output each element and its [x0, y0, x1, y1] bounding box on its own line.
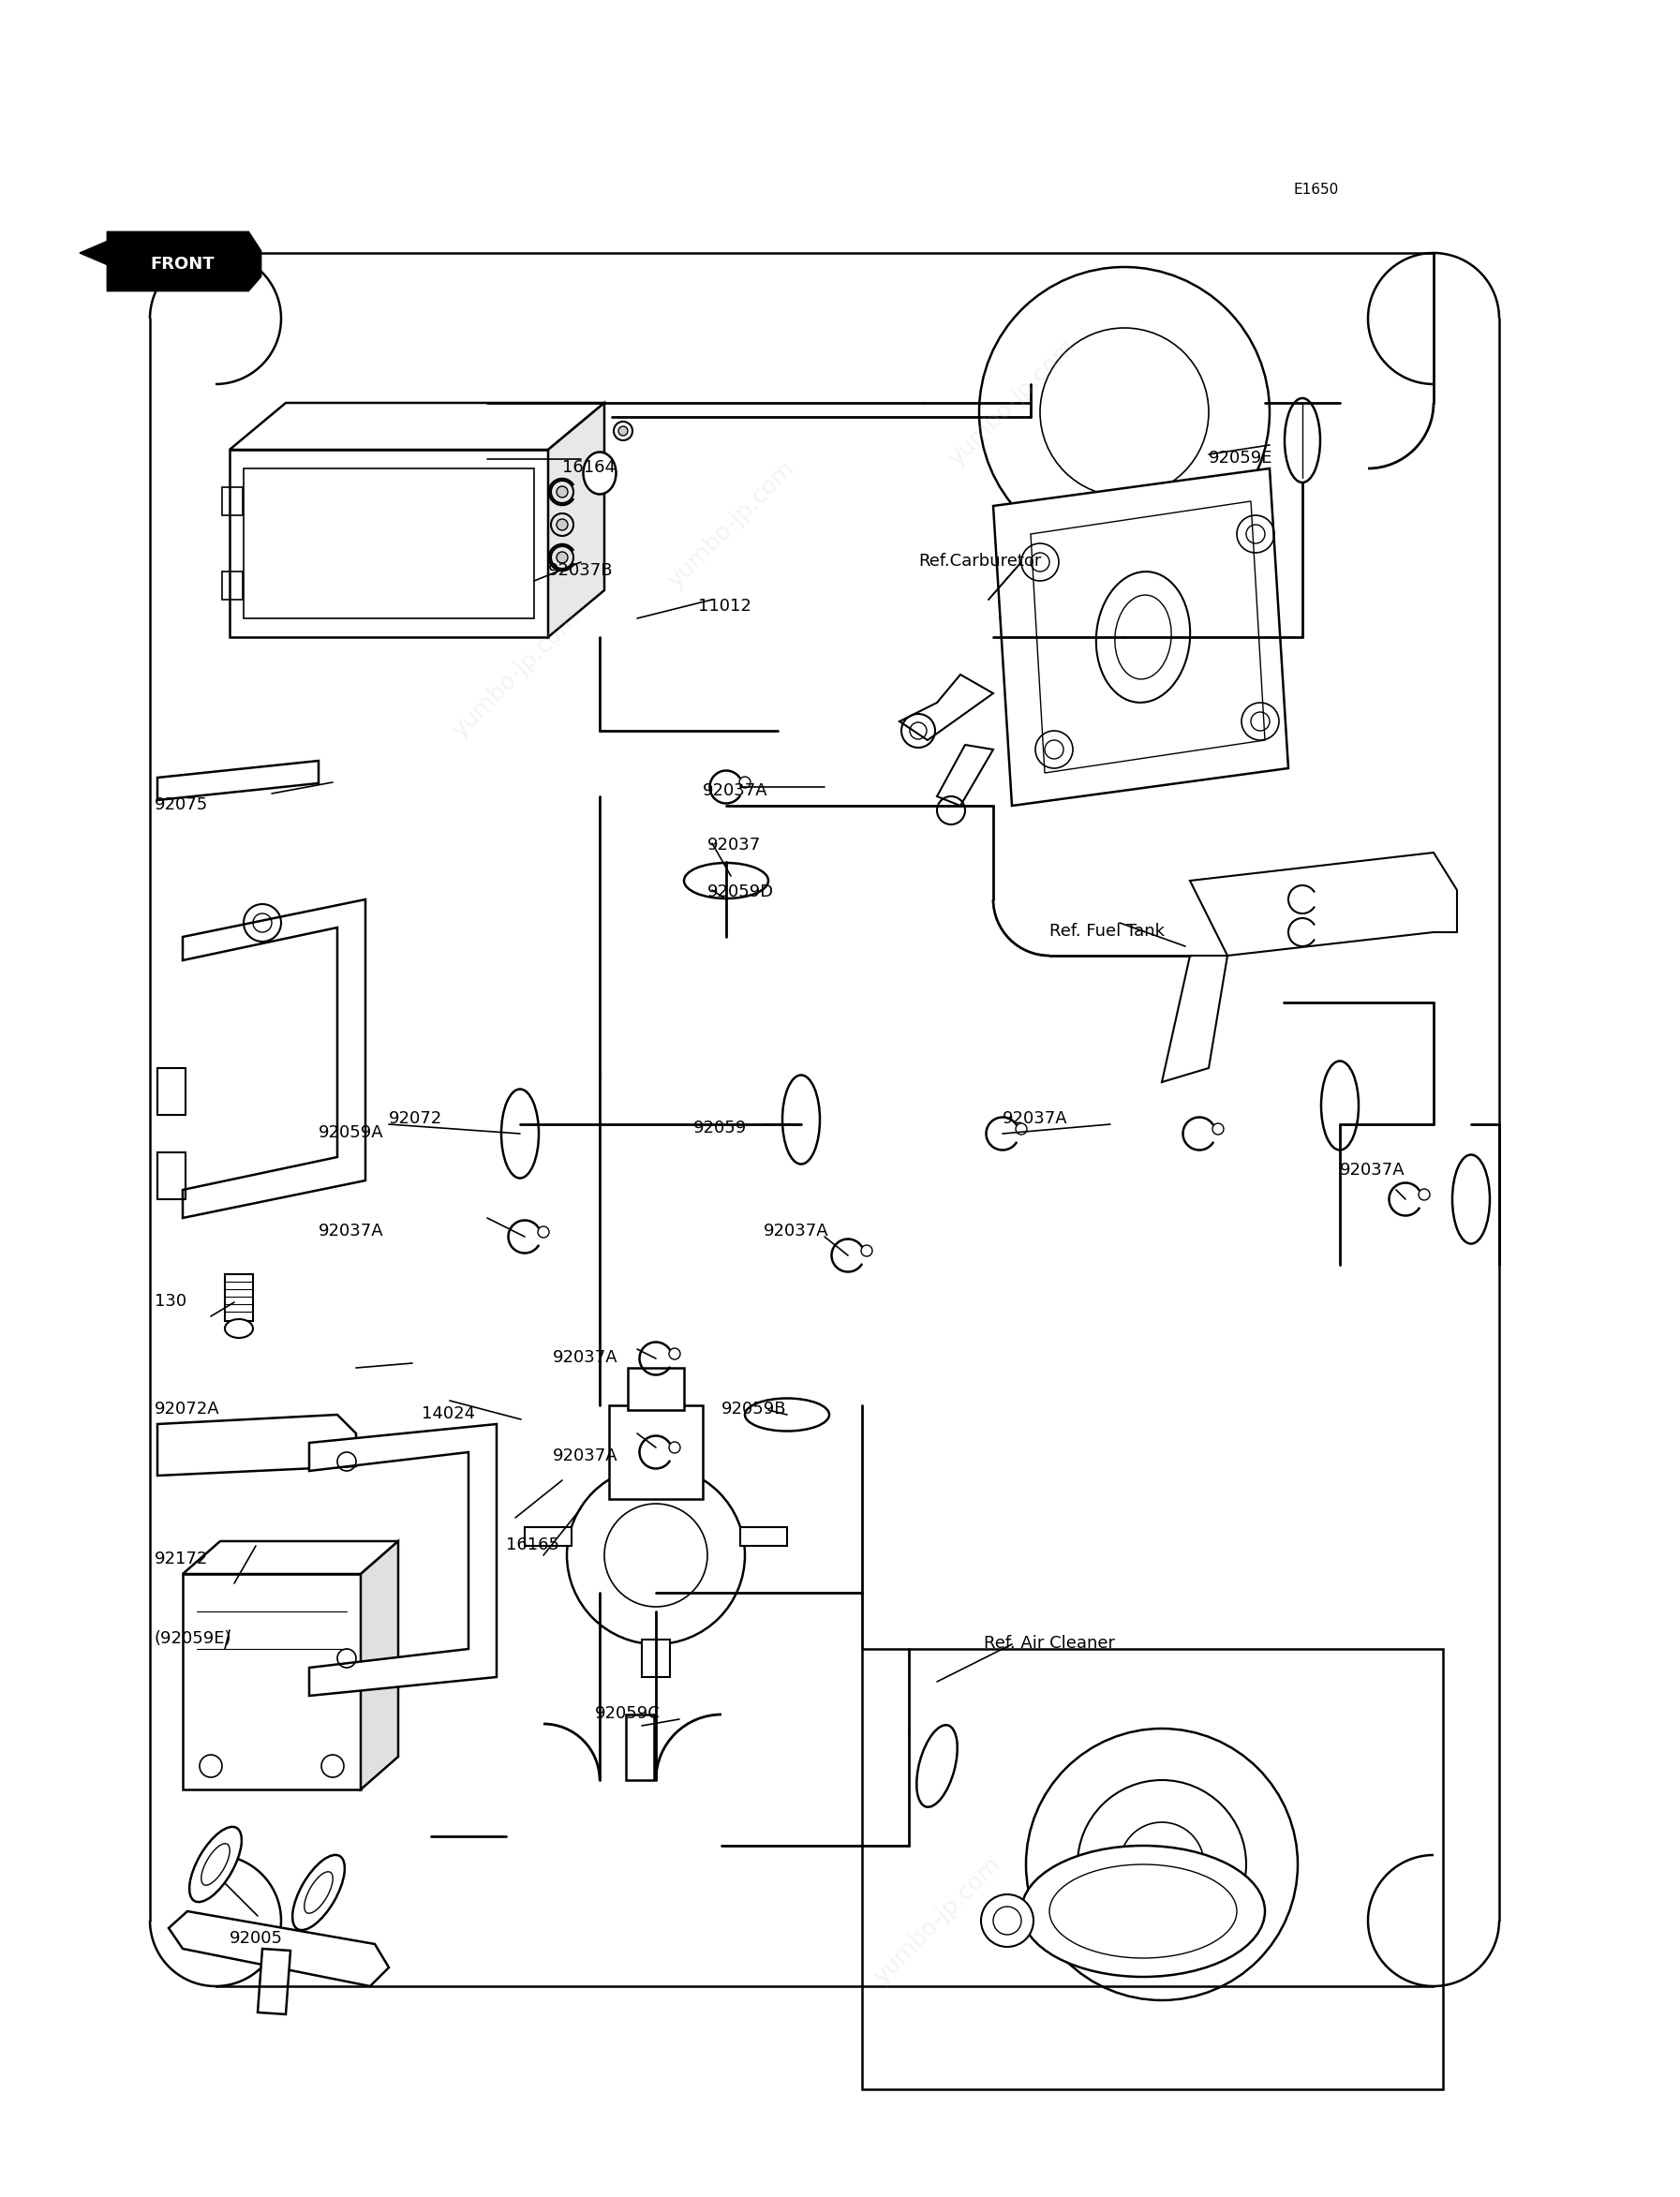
Text: 92059A: 92059A: [319, 1125, 383, 1140]
Ellipse shape: [1285, 398, 1320, 483]
Text: E1650: E1650: [1294, 182, 1339, 198]
Polygon shape: [119, 242, 255, 281]
Text: 92072A: 92072A: [155, 1402, 220, 1417]
Text: yumbo-jp.com: yumbo-jp.com: [944, 336, 1080, 470]
Ellipse shape: [783, 1074, 820, 1164]
Circle shape: [979, 268, 1270, 558]
Text: 92037A: 92037A: [764, 1224, 828, 1239]
Bar: [642, 1639, 670, 1676]
Ellipse shape: [684, 863, 768, 899]
Text: yumbo-jp.com: yumbo-jp.com: [664, 457, 798, 593]
Ellipse shape: [1095, 571, 1189, 703]
Ellipse shape: [202, 1843, 230, 1885]
Polygon shape: [937, 745, 993, 806]
Polygon shape: [257, 1949, 291, 2015]
Polygon shape: [168, 1911, 388, 1986]
Text: Ref. Fuel Tank: Ref. Fuel Tank: [1050, 923, 1164, 940]
Bar: [862, 1650, 1443, 2089]
Polygon shape: [1189, 852, 1457, 956]
Text: 92059C: 92059C: [595, 1705, 660, 1722]
Ellipse shape: [1452, 1156, 1490, 1244]
Ellipse shape: [1320, 1061, 1359, 1149]
Circle shape: [605, 1503, 707, 1606]
Polygon shape: [158, 760, 319, 800]
Bar: [741, 1527, 786, 1547]
Text: (92059E): (92059E): [155, 1630, 232, 1648]
Text: yumbo-jp.com: yumbo-jp.com: [869, 1852, 1005, 1988]
Bar: [244, 468, 534, 617]
Polygon shape: [108, 233, 260, 290]
Polygon shape: [158, 1415, 356, 1476]
Bar: [627, 1714, 654, 1780]
Circle shape: [556, 486, 568, 497]
Polygon shape: [79, 239, 113, 268]
Text: 92059E: 92059E: [1208, 450, 1273, 466]
Bar: [524, 1527, 571, 1547]
Text: 92037A: 92037A: [553, 1448, 618, 1465]
Ellipse shape: [1021, 1845, 1265, 1977]
Bar: [222, 571, 242, 600]
Bar: [610, 1406, 702, 1498]
Circle shape: [1040, 327, 1208, 497]
Text: 92037B: 92037B: [548, 562, 613, 580]
Polygon shape: [230, 450, 548, 637]
Bar: [222, 488, 242, 516]
Text: FRONT: FRONT: [151, 255, 215, 272]
Text: 92037A: 92037A: [1341, 1162, 1404, 1178]
Circle shape: [1026, 1729, 1297, 1999]
Ellipse shape: [583, 453, 617, 494]
Text: Ref. Air Cleaner: Ref. Air Cleaner: [984, 1635, 1116, 1652]
Text: 92005: 92005: [230, 1929, 282, 1947]
Ellipse shape: [304, 1872, 333, 1914]
Text: 92037A: 92037A: [702, 782, 768, 800]
Polygon shape: [548, 402, 605, 637]
Text: 92172: 92172: [155, 1551, 208, 1566]
Ellipse shape: [292, 1854, 344, 1931]
Circle shape: [1119, 1821, 1205, 1907]
Circle shape: [1077, 1780, 1247, 1949]
Text: 92075: 92075: [155, 795, 208, 813]
Text: 92059B: 92059B: [721, 1402, 786, 1417]
Text: 92037A: 92037A: [319, 1224, 383, 1239]
Text: 130: 130: [155, 1292, 186, 1309]
Text: 92072: 92072: [388, 1109, 442, 1127]
Text: 92037A: 92037A: [553, 1349, 618, 1367]
Ellipse shape: [744, 1397, 830, 1430]
Polygon shape: [1163, 956, 1228, 1083]
Circle shape: [556, 518, 568, 529]
Polygon shape: [183, 899, 366, 1217]
Circle shape: [556, 551, 568, 562]
Polygon shape: [230, 402, 605, 450]
Text: 92059: 92059: [694, 1120, 748, 1136]
Ellipse shape: [190, 1828, 242, 1903]
Text: 11012: 11012: [699, 598, 751, 615]
Text: 16165: 16165: [506, 1536, 559, 1553]
Polygon shape: [899, 674, 993, 740]
Polygon shape: [183, 1540, 398, 1573]
Text: yumbo-jp.com: yumbo-jp.com: [449, 606, 583, 743]
Circle shape: [981, 1894, 1033, 1947]
Bar: [225, 1274, 254, 1320]
Polygon shape: [183, 1573, 361, 1788]
Circle shape: [566, 1465, 744, 1643]
Polygon shape: [309, 1424, 497, 1696]
Ellipse shape: [917, 1725, 958, 1806]
Text: 92037A: 92037A: [1003, 1109, 1068, 1127]
Text: 16164: 16164: [563, 459, 615, 477]
Text: Ref.Carburetor: Ref.Carburetor: [919, 554, 1042, 569]
Text: 92037: 92037: [707, 837, 761, 852]
Ellipse shape: [225, 1318, 254, 1338]
Bar: [628, 1369, 684, 1410]
Ellipse shape: [501, 1090, 539, 1178]
Bar: [158, 1153, 185, 1200]
Text: 92059D: 92059D: [707, 883, 774, 901]
Polygon shape: [361, 1540, 398, 1788]
Polygon shape: [993, 468, 1289, 806]
Bar: [158, 1068, 185, 1114]
Text: 14024: 14024: [422, 1406, 475, 1421]
Circle shape: [618, 426, 628, 435]
